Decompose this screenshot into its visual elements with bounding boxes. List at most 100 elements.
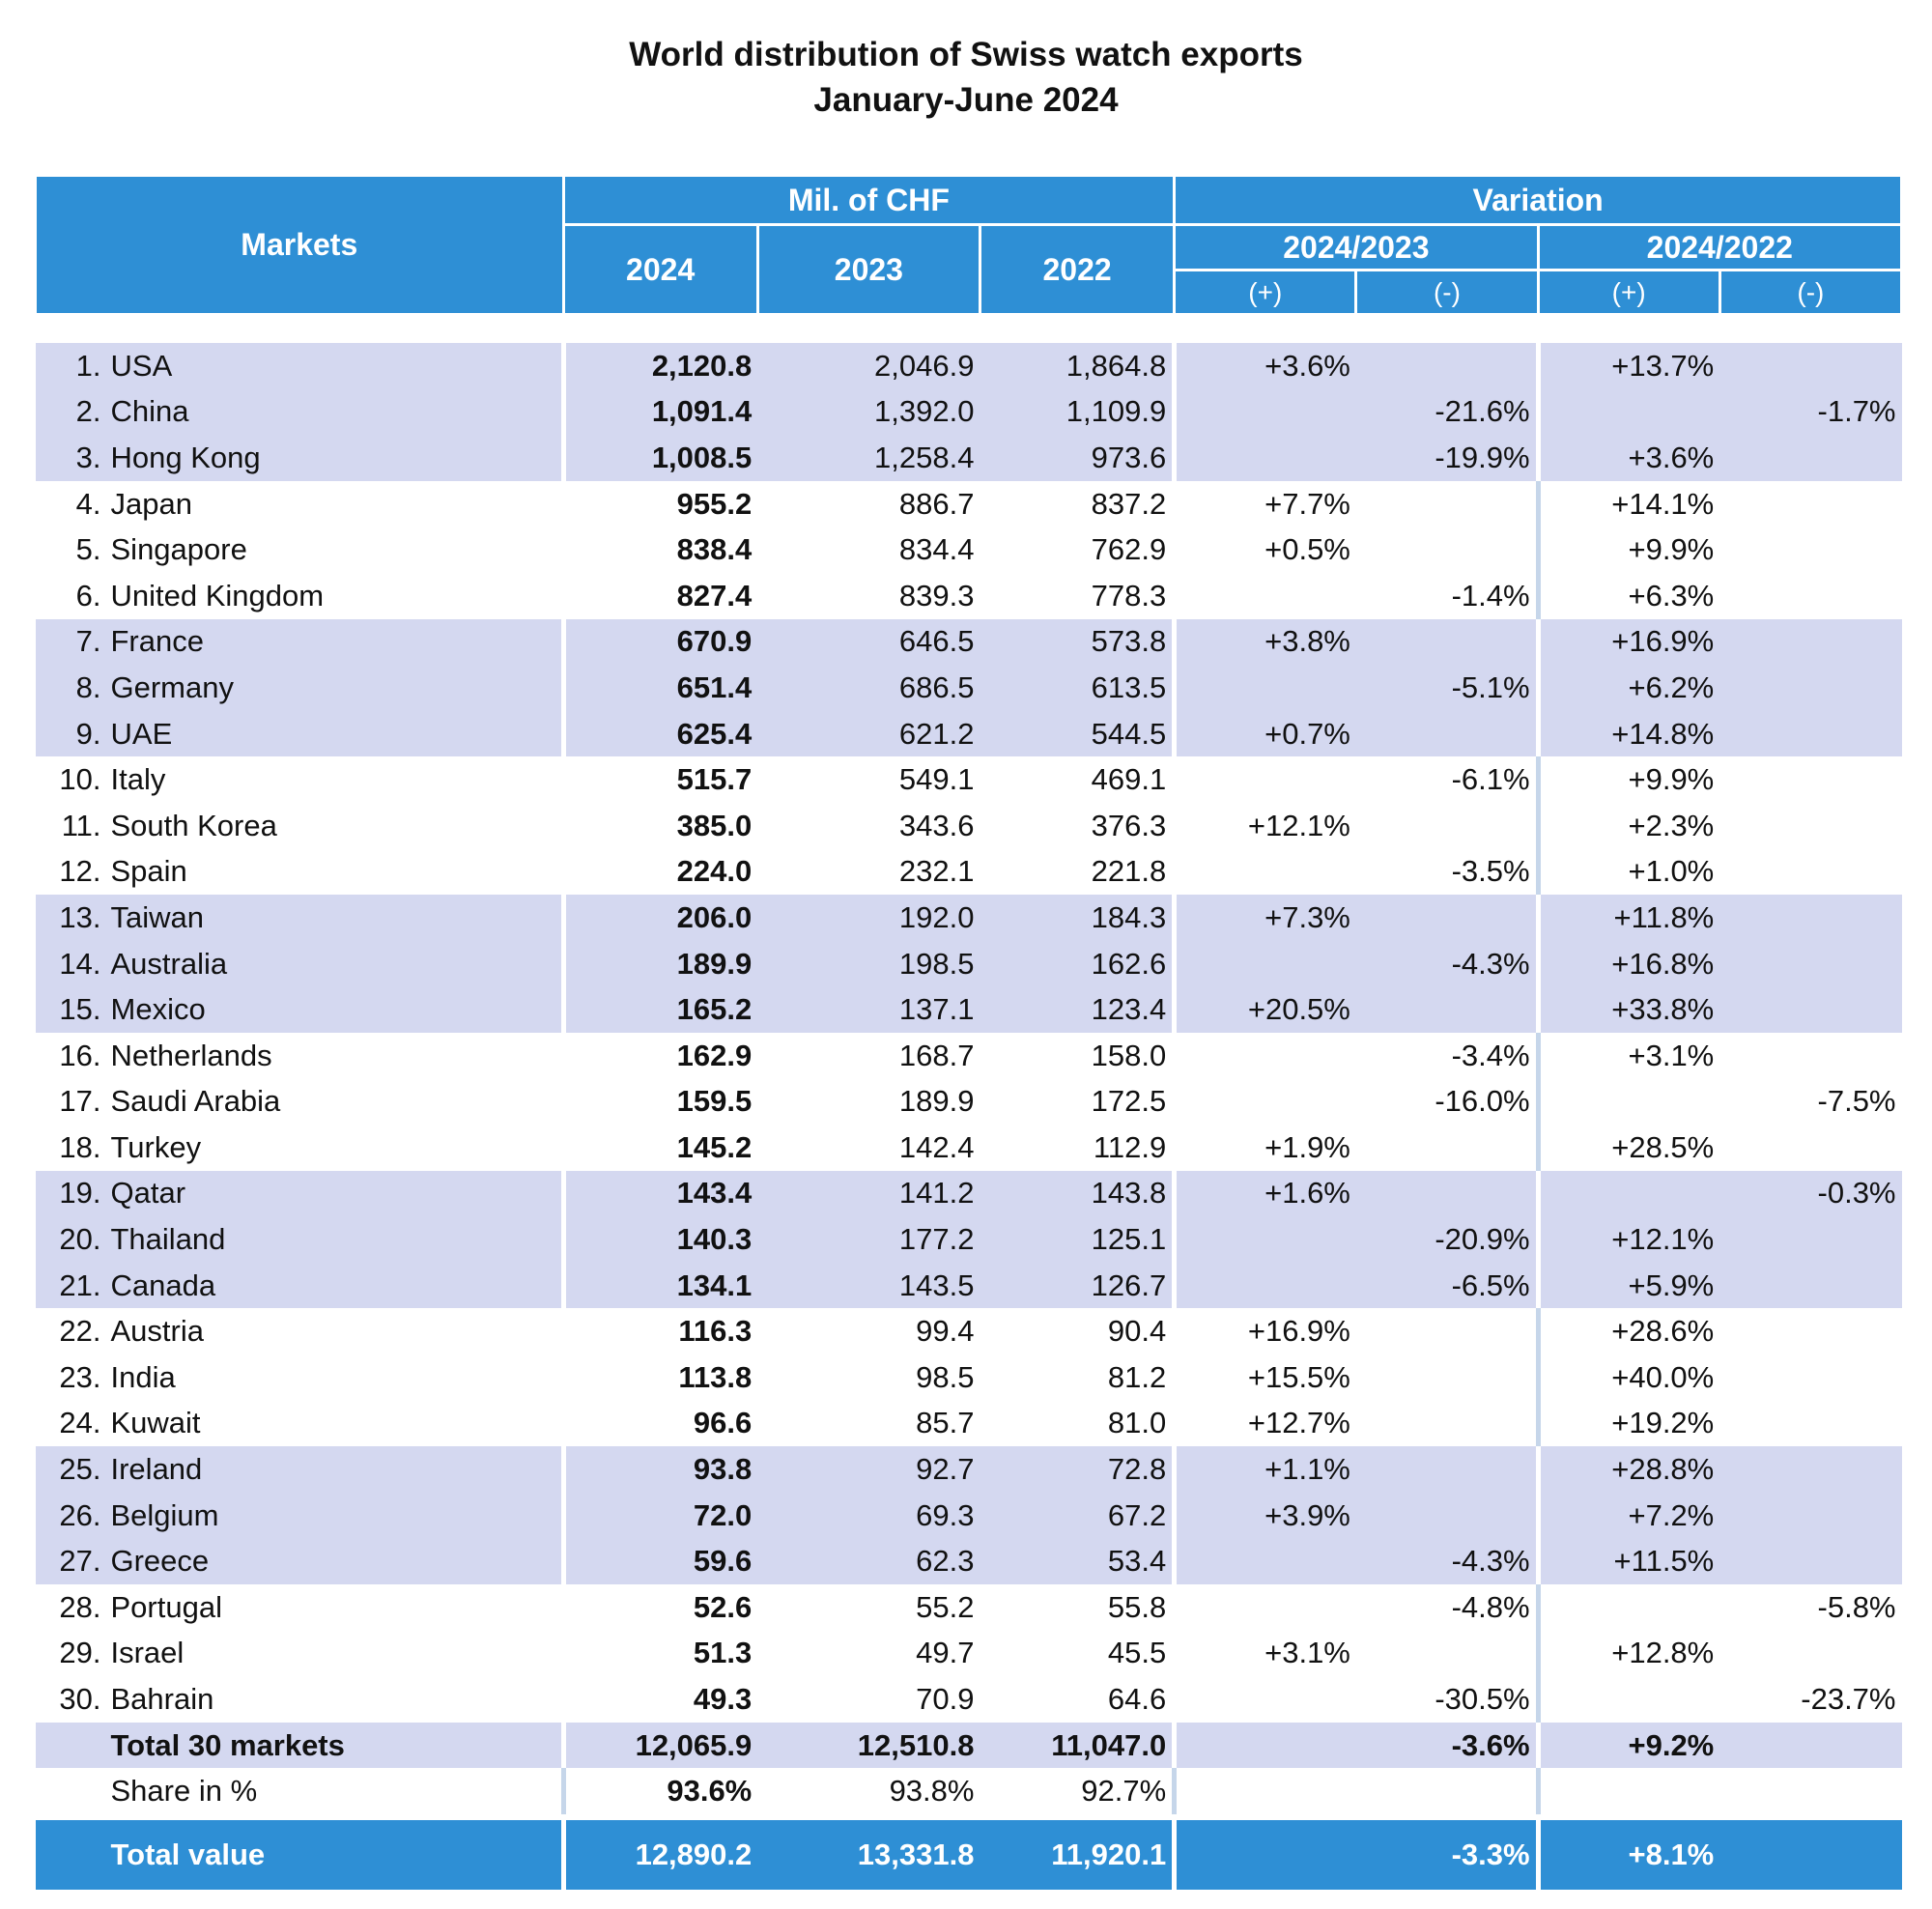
var-2022-plus: +8.1% bbox=[1538, 1814, 1720, 1890]
header-2023: 2023 bbox=[755, 223, 981, 316]
table-row: 5. Singapore 838.4 834.4 762.9 +0.5% +9.9% bbox=[35, 527, 1902, 573]
market-name: France bbox=[110, 624, 204, 659]
var-2023-minus bbox=[1355, 1446, 1541, 1493]
market-cell: 30. Bahrain bbox=[35, 1676, 566, 1723]
market-name: Netherlands bbox=[110, 1038, 272, 1072]
value-2024: 93.8 bbox=[563, 1446, 758, 1493]
value-2022: 184.3 bbox=[980, 895, 1178, 941]
var-2023-plus: +12.1% bbox=[1247, 808, 1350, 842]
var-2022-plus bbox=[1538, 1079, 1719, 1125]
exports-table: Markets Mil. of CHF Variation 2024 2023 … bbox=[34, 174, 1904, 1890]
value-2023: 177.2 bbox=[757, 1216, 980, 1263]
value-2022: 67.2 bbox=[980, 1492, 1178, 1539]
value-2024: 224.0 bbox=[676, 854, 753, 889]
value-2023: 99.4 bbox=[916, 1314, 975, 1349]
market-name: Israel bbox=[110, 1636, 185, 1670]
market-cell: 28. Portugal bbox=[35, 1584, 566, 1631]
var-2023-plus: +0.7% bbox=[1174, 710, 1356, 757]
value-2024: 113.8 bbox=[678, 1359, 753, 1394]
market-cell: 27. Greece bbox=[35, 1538, 566, 1585]
market-name: Canada bbox=[110, 1268, 216, 1302]
var-2022-minus bbox=[1719, 1814, 1902, 1890]
var-2022-minus bbox=[1719, 803, 1901, 849]
market-name: Saudi Arabia bbox=[110, 1084, 281, 1119]
rank-label: 15. bbox=[59, 992, 101, 1027]
var-2023-minus: -19.9% bbox=[1355, 435, 1541, 481]
var-2023-plus bbox=[1175, 1584, 1356, 1631]
rank-label: 24. bbox=[59, 1406, 101, 1440]
var-2022-plus: +5.9% bbox=[1538, 1262, 1720, 1309]
market-name: Italy bbox=[110, 762, 166, 797]
var-2023-plus: +1.1% bbox=[1174, 1446, 1356, 1493]
value-2024: 827.4 bbox=[676, 578, 753, 613]
market-name: Japan bbox=[110, 486, 192, 521]
value-2024: 159.5 bbox=[676, 1084, 753, 1119]
table-row: 10. Italy 515.7 549.1 469.1 -6.1% +9.9% bbox=[35, 756, 1902, 803]
var-2022-minus bbox=[1719, 573, 1901, 619]
market-cell: 7. France bbox=[35, 618, 566, 666]
table-row: 27. Greece 59.6 62.3 53.4 -4.3% +11.5% bbox=[35, 1538, 1902, 1585]
var-2022-plus: +9.9% bbox=[1628, 762, 1715, 797]
rank-label: 22. bbox=[59, 1314, 101, 1349]
table-row: 3. Hong Kong 1,008.5 1,258.4 973.6 -19.9% +3.6… bbox=[35, 435, 1902, 481]
var-2023-minus bbox=[1355, 480, 1541, 527]
value-2024: 143.4 bbox=[563, 1170, 758, 1217]
var-2023-minus: -3.3% bbox=[1355, 1814, 1541, 1890]
header-2022: 2022 bbox=[978, 223, 1177, 316]
share-label: Share in % bbox=[35, 1768, 566, 1817]
value-2023: 143.5 bbox=[757, 1262, 980, 1309]
value-2022: 55.8 bbox=[980, 1584, 1178, 1631]
market-cell: 4. Japan bbox=[35, 480, 566, 527]
var-2023-plus bbox=[1174, 1262, 1356, 1309]
value-2024: 651.4 bbox=[563, 665, 758, 711]
rank-label: 8. bbox=[75, 670, 101, 704]
var-2023-minus bbox=[1355, 895, 1541, 941]
var-2023-minus: -16.0% bbox=[1355, 1078, 1541, 1125]
table-row: 20. Thailand 140.3 177.2 125.1 -20.9% +12.1% bbox=[35, 1216, 1902, 1263]
market-name: Singapore bbox=[110, 532, 247, 567]
value-2023: 549.1 bbox=[898, 762, 975, 797]
rank-label: 9. bbox=[75, 716, 101, 751]
table-row: 12. Spain 224.0 232.1 221.8 -3.5% +1.0% bbox=[35, 848, 1902, 896]
var-2022-plus: +1.0% bbox=[1628, 854, 1715, 889]
value-2024: 140.3 bbox=[563, 1216, 758, 1263]
var-2022-plus: +28.5% bbox=[1611, 1129, 1715, 1164]
value-2023: 192.0 bbox=[757, 895, 980, 941]
value-2024: 838.4 bbox=[676, 532, 753, 567]
value-2023: 1,392.0 bbox=[757, 388, 980, 436]
var-2022-minus bbox=[1719, 1262, 1902, 1309]
value-2023: 137.1 bbox=[757, 986, 980, 1033]
header-plus: (+) bbox=[1173, 269, 1358, 316]
value-2024: 59.6 bbox=[563, 1538, 758, 1585]
var-2023-plus bbox=[1174, 1814, 1356, 1890]
market-name: Austria bbox=[110, 1314, 204, 1349]
var-2022-plus: +6.3% bbox=[1628, 578, 1715, 613]
market-name: India bbox=[110, 1359, 176, 1394]
var-2022-minus bbox=[1719, 1631, 1901, 1677]
market-name: Bahrain bbox=[110, 1682, 214, 1717]
market-name: Taiwan bbox=[110, 899, 205, 934]
var-2022-plus: +6.2% bbox=[1538, 665, 1720, 711]
table-row: 7. France 670.9 646.5 573.8 +3.8% +16.9% bbox=[35, 618, 1902, 666]
value-2024: 955.2 bbox=[676, 486, 753, 521]
var-2022-plus: +40.0% bbox=[1611, 1359, 1715, 1394]
var-2023-minus bbox=[1355, 710, 1541, 757]
var-2023-minus: -4.3% bbox=[1355, 1538, 1541, 1585]
value-2024: 51.3 bbox=[693, 1636, 753, 1670]
value-2022: 45.5 bbox=[980, 1630, 1178, 1677]
value-2022: 469.1 bbox=[980, 756, 1178, 803]
var-2022-minus: -23.7% bbox=[1801, 1682, 1896, 1717]
empty-cell bbox=[1538, 1768, 1902, 1817]
var-2022-minus bbox=[1719, 940, 1902, 987]
var-2022-plus: +16.8% bbox=[1538, 940, 1720, 987]
table-row: 15. Mexico 165.2 137.1 123.4 +20.5% +33.8% bbox=[35, 986, 1902, 1033]
value-2023: 62.3 bbox=[757, 1538, 980, 1585]
value-2024: 72.0 bbox=[563, 1492, 758, 1539]
var-2022-plus: +28.8% bbox=[1538, 1446, 1720, 1493]
total-label: Total 30 markets bbox=[35, 1722, 566, 1769]
market-cell: 9. UAE bbox=[35, 710, 566, 757]
value-2022: 1,864.8 bbox=[980, 343, 1178, 389]
market-cell: 15. Mexico bbox=[35, 986, 566, 1033]
value-2022: 762.9 bbox=[980, 527, 1178, 573]
market-cell: 16. Netherlands bbox=[35, 1032, 566, 1079]
